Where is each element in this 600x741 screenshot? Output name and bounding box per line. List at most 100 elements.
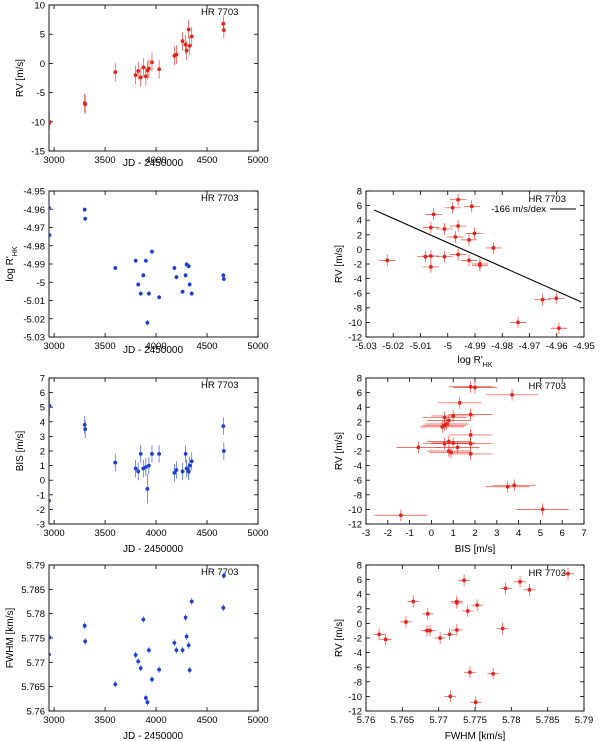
y-tick-label: -8 xyxy=(354,677,362,688)
y-tick-label: 5.79 xyxy=(27,561,46,572)
data-point xyxy=(505,484,510,489)
data-point xyxy=(83,216,88,221)
x-tick-label: -4.95 xyxy=(573,341,595,352)
data-point xyxy=(221,573,226,578)
data-point xyxy=(150,677,154,682)
data-point xyxy=(221,424,226,429)
data-point xyxy=(442,415,447,420)
data-point xyxy=(82,422,87,427)
y-tick-label: -2 xyxy=(354,447,362,458)
x-tick-label: 4 xyxy=(516,528,521,539)
data-point xyxy=(189,459,194,464)
data-point xyxy=(157,67,162,72)
data-point xyxy=(184,466,189,471)
x-axis-label: JD - 2450000 xyxy=(123,158,183,169)
x-tick-label: 4500 xyxy=(196,715,217,726)
data-point xyxy=(467,238,471,242)
x-tick-label: -4.96 xyxy=(546,341,568,352)
data-point xyxy=(141,65,146,70)
data-point xyxy=(138,452,143,456)
data-point xyxy=(448,694,453,699)
data-point xyxy=(503,586,508,591)
x-tick-label: 5.79 xyxy=(575,715,594,726)
data-point xyxy=(157,452,162,456)
x-tick-label: -5.02 xyxy=(382,341,404,352)
data-point xyxy=(186,264,191,269)
data-point xyxy=(450,205,455,210)
x-axis-label: FWHM [km/s] xyxy=(445,731,506,741)
data-point xyxy=(113,266,118,270)
data-point xyxy=(455,445,460,450)
x-tick-label: 3000 xyxy=(44,528,65,539)
x-tick-label: 5000 xyxy=(247,341,268,352)
x-tick-label: 5000 xyxy=(247,528,268,539)
data-point xyxy=(540,297,545,302)
data-point xyxy=(527,587,532,592)
x-tick-label: 3000 xyxy=(44,715,65,726)
y-tick-label: 5.785 xyxy=(21,585,45,596)
y-tick-label: 8 xyxy=(357,561,362,572)
y-tick-label: -12 xyxy=(348,707,362,718)
star-label: HR 7703 xyxy=(529,381,567,392)
data-point xyxy=(49,119,52,124)
data-point xyxy=(540,507,545,512)
data-point xyxy=(442,254,447,259)
y-tick-label: -8 xyxy=(354,490,362,501)
x-tick-label: -2 xyxy=(384,528,392,539)
data-point xyxy=(468,670,472,675)
x-tick-label: 4500 xyxy=(196,155,217,166)
x-tick-label: -3 xyxy=(362,528,370,539)
data-point xyxy=(136,659,141,664)
data-point xyxy=(172,471,177,475)
y-tick-label: -2 xyxy=(354,634,362,645)
y-tick-label: -4 xyxy=(354,648,362,659)
data-point xyxy=(468,412,473,417)
data-point xyxy=(113,682,118,687)
data-point xyxy=(150,60,154,65)
y-tick-label: 5.775 xyxy=(21,634,45,645)
y-tick-label: -4.99 xyxy=(23,260,45,271)
y-tick-label: -4 xyxy=(354,274,362,285)
data-point xyxy=(442,441,447,446)
y-tick-label: -2 xyxy=(37,505,45,516)
y-tick-label: -4 xyxy=(354,461,362,472)
data-point xyxy=(172,640,177,645)
x-tick-label: 3000 xyxy=(44,155,65,166)
x-tick-label: -1 xyxy=(405,528,413,539)
x-tick-label: -5 xyxy=(444,341,452,352)
data-point xyxy=(554,296,559,301)
data-point xyxy=(456,197,461,202)
x-tick-label: 3000 xyxy=(44,341,65,352)
y-tick-label: -6 xyxy=(354,289,362,300)
y-tick-label: 5.76 xyxy=(27,707,46,718)
data-point xyxy=(516,320,520,325)
x-tick-label: -4.99 xyxy=(464,341,486,352)
y-tick-label: -10 xyxy=(348,505,362,516)
fit-line xyxy=(373,209,582,303)
data-point xyxy=(221,28,226,33)
data-point xyxy=(147,648,151,653)
data-point xyxy=(447,632,452,637)
y-tick-label: -6 xyxy=(354,476,362,487)
data-point xyxy=(143,74,148,79)
y-tick-label: 1 xyxy=(40,461,45,472)
data-point xyxy=(145,700,150,705)
plot-frame xyxy=(48,4,259,152)
data-point xyxy=(157,295,162,300)
y-tick-label: 2 xyxy=(40,447,45,458)
data-point xyxy=(454,599,459,604)
data-point xyxy=(183,615,188,620)
y-tick-label: 0 xyxy=(40,476,45,487)
y-tick-label: 4 xyxy=(357,216,362,227)
data-point xyxy=(404,620,408,624)
data-point xyxy=(383,637,388,642)
y-tick-label: 2 xyxy=(357,604,362,615)
data-point xyxy=(187,43,192,48)
data-point xyxy=(451,441,456,445)
data-point xyxy=(221,605,226,610)
data-point xyxy=(133,653,138,657)
plot-rv_time: 3000 3500 4000 4500 5000 -15 -10 -5 0 5 10 xyxy=(31,1,268,167)
y-axis-label: FWHM [km/s] xyxy=(5,608,16,669)
y-axis-label: RV [m/s] xyxy=(15,59,26,97)
y-tick-label: 5.77 xyxy=(27,658,46,669)
